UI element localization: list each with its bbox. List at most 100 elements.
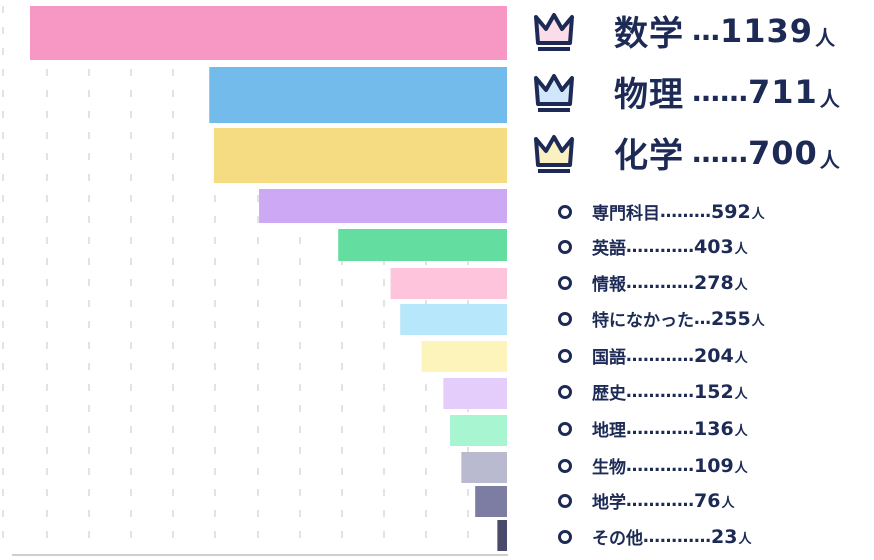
grid-dot <box>214 300 216 307</box>
label-row-6: 情報 ………… 278 人 <box>530 270 748 295</box>
bar-7 <box>400 304 507 335</box>
grid-dot <box>299 384 301 391</box>
label-name: 数学 <box>614 14 684 54</box>
grid-dot <box>341 384 343 391</box>
grid-dot <box>425 468 427 475</box>
grid-dot <box>257 405 259 412</box>
label-unit: 人 <box>738 532 752 547</box>
grid-dot <box>172 489 174 496</box>
grid-dot <box>341 363 343 370</box>
circle-icon <box>558 204 572 219</box>
grid-dot <box>467 531 469 538</box>
crown-icon <box>534 134 574 173</box>
grid-dot <box>2 174 4 181</box>
label-value: 152 <box>694 380 734 403</box>
grid-dot <box>130 237 132 244</box>
label-value: 76 <box>694 489 721 512</box>
grid-dot <box>88 132 90 139</box>
label-row-8: 国語 ………… 204 人 <box>530 343 748 368</box>
label-unit: 人 <box>734 351 748 366</box>
label-dots: ………… <box>626 490 694 511</box>
label-unit: 人 <box>819 148 840 172</box>
grid-dot <box>214 279 216 286</box>
grid-dot <box>257 426 259 433</box>
grid-dot <box>130 447 132 454</box>
grid-dot <box>2 195 4 202</box>
grid-dot <box>46 405 48 412</box>
grid-dot <box>46 216 48 223</box>
grid-dot <box>214 363 216 370</box>
grid-dot <box>46 489 48 496</box>
label-dots: ………… <box>643 526 711 547</box>
grid-dot <box>172 468 174 475</box>
bars-group <box>30 6 507 551</box>
grid-dot <box>257 195 259 202</box>
grid-dot <box>257 531 259 538</box>
label-dots: … <box>694 308 711 329</box>
label-name: 英語 <box>592 239 626 259</box>
label-dots: ………… <box>626 418 694 439</box>
grid-dot <box>257 384 259 391</box>
grid-dot <box>341 510 343 517</box>
grid-dot <box>88 531 90 538</box>
label-unit: 人 <box>721 496 735 511</box>
grid-dot <box>88 384 90 391</box>
grid-dot <box>46 342 48 349</box>
grid-dot <box>130 489 132 496</box>
grid-dot <box>130 132 132 139</box>
bar-11 <box>461 452 507 483</box>
label-row-7: 特になかった … 255 人 <box>530 306 765 331</box>
grid-dot <box>383 447 385 454</box>
grid-dot <box>46 132 48 139</box>
grid-dot <box>214 426 216 433</box>
grid-dot <box>299 531 301 538</box>
label-value: 204 <box>694 344 734 367</box>
circle-icon <box>558 239 572 254</box>
label-row-5: 英語 ………… 403 人 <box>530 234 748 259</box>
bar-10 <box>450 415 507 446</box>
grid-dot <box>130 69 132 76</box>
grid-dot <box>88 237 90 244</box>
grid-dot <box>88 300 90 307</box>
crown-icon <box>534 73 574 112</box>
label-dots: ………… <box>626 272 694 293</box>
grid-dot <box>46 153 48 160</box>
grid-dot <box>46 174 48 181</box>
label-row-13: その他 ………… 23 人 <box>530 524 751 549</box>
label-unit: 人 <box>734 424 748 439</box>
grid-dot <box>383 300 385 307</box>
grid-dot <box>88 279 90 286</box>
grid-dot <box>257 510 259 517</box>
label-value: 592 <box>711 200 751 223</box>
grid-dot <box>46 363 48 370</box>
grid-dot <box>130 195 132 202</box>
label-name: 国語 <box>592 348 626 368</box>
grid-dot <box>130 468 132 475</box>
grid-dot <box>172 510 174 517</box>
grid-dot <box>383 510 385 517</box>
label-value: 700 <box>748 133 818 172</box>
bar-12 <box>475 486 507 517</box>
grid-dot <box>46 111 48 118</box>
grid-dot <box>46 384 48 391</box>
grid-dot <box>257 363 259 370</box>
label-dots: …… <box>692 75 748 108</box>
grid-dot <box>172 300 174 307</box>
label-unit: 人 <box>815 26 836 50</box>
circle-icon <box>558 421 572 436</box>
grid-dot <box>46 321 48 328</box>
grid-dot <box>172 447 174 454</box>
grid-dot <box>88 90 90 97</box>
grid-dot <box>130 279 132 286</box>
label-value: 109 <box>694 454 734 477</box>
grid-dot <box>172 237 174 244</box>
grid-dot <box>214 447 216 454</box>
grid-dot <box>130 405 132 412</box>
grid-dot <box>383 363 385 370</box>
grid-dot <box>88 195 90 202</box>
grid-dot <box>88 111 90 118</box>
grid-dot <box>88 69 90 76</box>
grid-dot <box>130 531 132 538</box>
grid-dot <box>299 237 301 244</box>
bar-9 <box>443 378 507 409</box>
